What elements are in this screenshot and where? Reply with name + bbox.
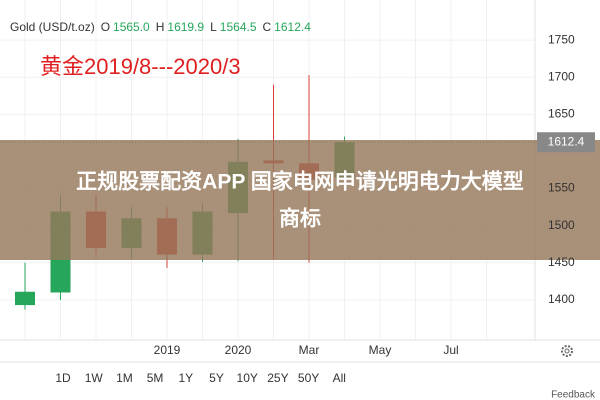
- header-value: 1565.0: [113, 20, 150, 34]
- range-button[interactable]: 50Y: [298, 371, 319, 385]
- header-key: L: [210, 20, 217, 34]
- x-tick-label: Mar: [299, 343, 320, 357]
- price-label-box: [537, 132, 595, 153]
- range-button[interactable]: 1M: [116, 371, 133, 385]
- x-tick-label: May: [369, 343, 392, 357]
- header: Gold (USD/t.oz) O 1565.0 H 1619.9 L 1564.5 C 161…: [10, 20, 311, 34]
- y-tick-label: 1450: [548, 255, 575, 269]
- overlay-banner: [0, 140, 600, 260]
- range-button[interactable]: 5Y: [209, 371, 224, 385]
- overlay-text: 商标: [279, 207, 321, 231]
- y-tick-label: 1700: [548, 69, 575, 83]
- range-button[interactable]: 5M: [147, 371, 164, 385]
- header-value: 1564.5: [220, 20, 257, 34]
- overlay-text: 正规股票配资APP 国家电网申请光明电力大模型: [76, 170, 524, 194]
- x-tick-label: 2019: [154, 343, 181, 357]
- range-button[interactable]: All: [333, 371, 346, 385]
- x-tick-label: 2020: [225, 343, 252, 357]
- y-tick-label: 1500: [548, 218, 575, 232]
- price-label: 1612.4: [548, 134, 585, 148]
- header-value: 1612.4: [274, 20, 311, 34]
- range-button[interactable]: 10Y: [237, 371, 258, 385]
- instrument: Gold (USD/t.oz): [10, 20, 95, 34]
- range-button[interactable]: 1W: [85, 371, 104, 385]
- range-button[interactable]: 25Y: [267, 371, 288, 385]
- annotation: 黄金2019/8---2020/3: [40, 54, 241, 79]
- y-tick-label: 1650: [548, 106, 575, 120]
- feedback[interactable]: Feedback: [551, 390, 596, 400]
- range-button[interactable]: 1Y: [178, 371, 193, 385]
- header-value: 1619.9: [167, 20, 204, 34]
- header-key: O: [101, 20, 110, 34]
- y-tick-label: 1400: [548, 292, 575, 306]
- header-key: C: [263, 20, 272, 34]
- y-tick-label: 1750: [548, 32, 575, 46]
- header-key: H: [156, 20, 165, 34]
- y-tick-label: 1550: [548, 181, 575, 195]
- x-tick-label: Jul: [443, 343, 458, 357]
- candle-body: [15, 291, 35, 306]
- range-button[interactable]: 1D: [55, 371, 71, 385]
- settings-icon[interactable]: [561, 345, 573, 357]
